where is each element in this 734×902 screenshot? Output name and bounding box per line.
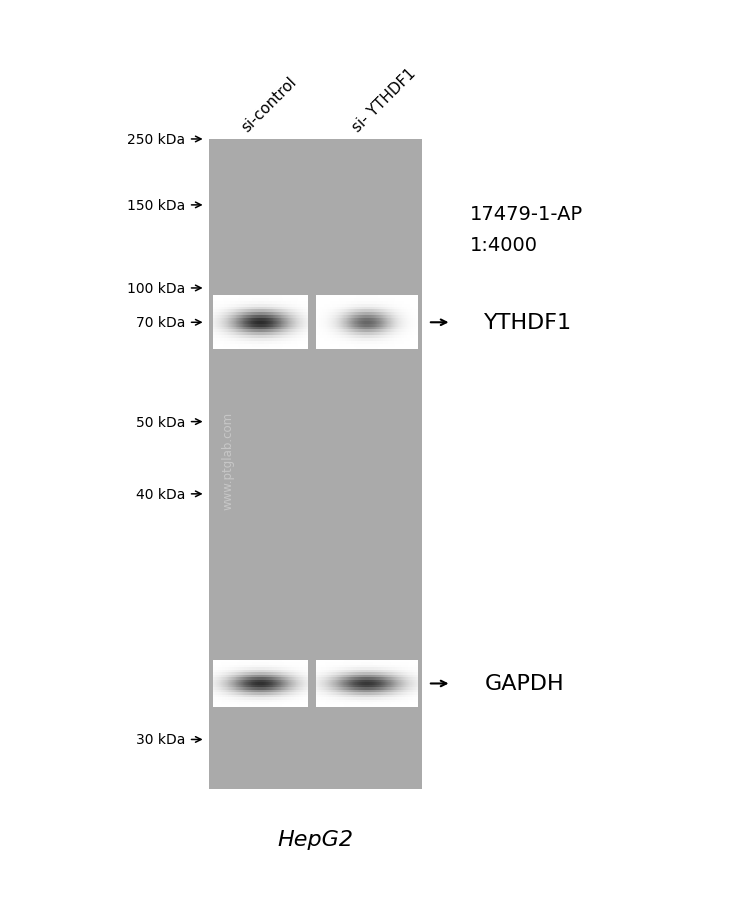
Text: 250 kDa: 250 kDa: [127, 133, 185, 147]
Text: HepG2: HepG2: [277, 829, 354, 849]
Text: 50 kDa: 50 kDa: [136, 415, 185, 429]
Text: 150 kDa: 150 kDa: [127, 198, 185, 213]
Text: si-control: si-control: [239, 75, 299, 135]
Text: 30 kDa: 30 kDa: [136, 732, 185, 747]
Text: YTHDF1: YTHDF1: [484, 313, 573, 333]
Text: www.ptglab.com: www.ptglab.com: [221, 411, 234, 509]
Text: 40 kDa: 40 kDa: [136, 487, 185, 502]
Text: GAPDH: GAPDH: [484, 674, 564, 694]
Text: 70 kDa: 70 kDa: [136, 316, 185, 330]
Text: 17479-1-AP
1:4000: 17479-1-AP 1:4000: [470, 205, 583, 255]
Text: si- YTHDF1: si- YTHDF1: [349, 66, 418, 135]
Text: 100 kDa: 100 kDa: [127, 281, 185, 296]
Bar: [209, 140, 422, 789]
